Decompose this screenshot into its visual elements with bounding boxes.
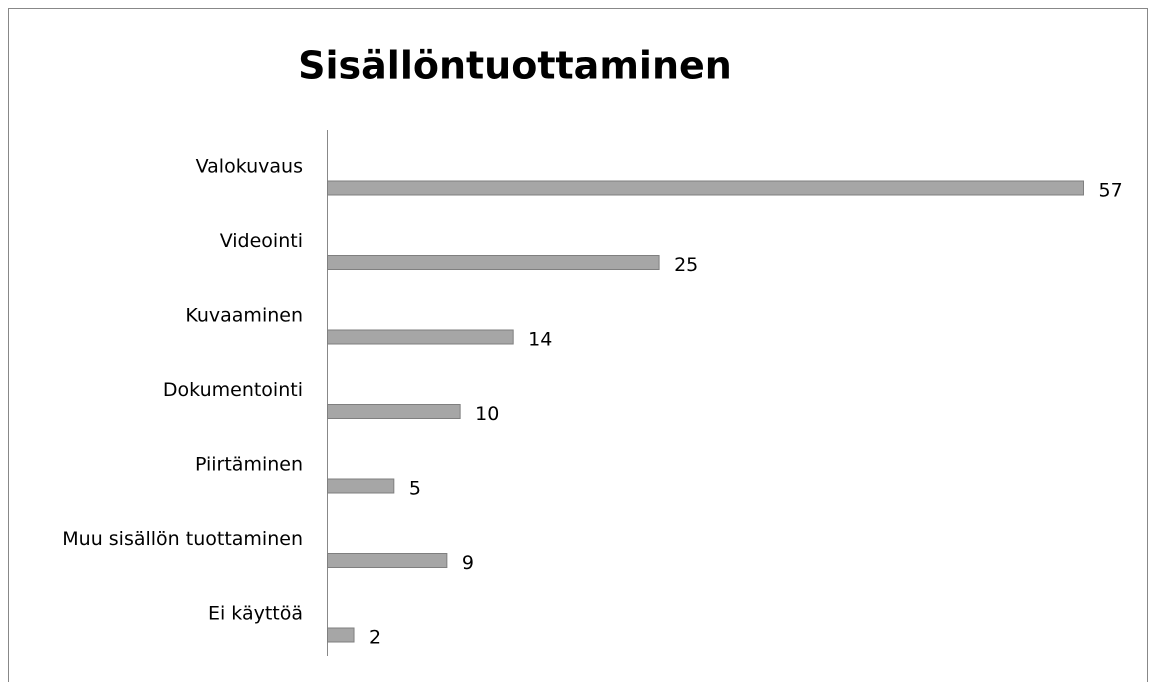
category-label: Valokuvaus (196, 156, 303, 178)
value-label: 10 (475, 403, 499, 425)
bar (327, 478, 395, 494)
category-label: Kuvaaminen (185, 305, 303, 327)
value-label: 25 (674, 254, 698, 276)
category-label: Videointi (220, 230, 303, 252)
chart-frame (8, 8, 1148, 682)
bar (327, 255, 660, 270)
category-label: Dokumentointi (163, 379, 303, 401)
bar (327, 329, 514, 345)
value-label: 57 (1099, 180, 1123, 202)
category-label: Piirtäminen (195, 454, 303, 476)
bar (327, 553, 448, 568)
chart-title: Sisällöntuottaminen (298, 44, 732, 88)
category-label: Muu sisällön tuottaminen (62, 528, 303, 550)
value-label: 9 (462, 552, 474, 574)
bar (327, 404, 461, 419)
bar (327, 180, 1084, 196)
bar (327, 627, 355, 643)
value-label: 5 (409, 478, 421, 500)
value-label: 2 (369, 627, 381, 649)
value-label: 14 (528, 329, 552, 351)
category-label: Ei käyttöä (208, 603, 303, 625)
